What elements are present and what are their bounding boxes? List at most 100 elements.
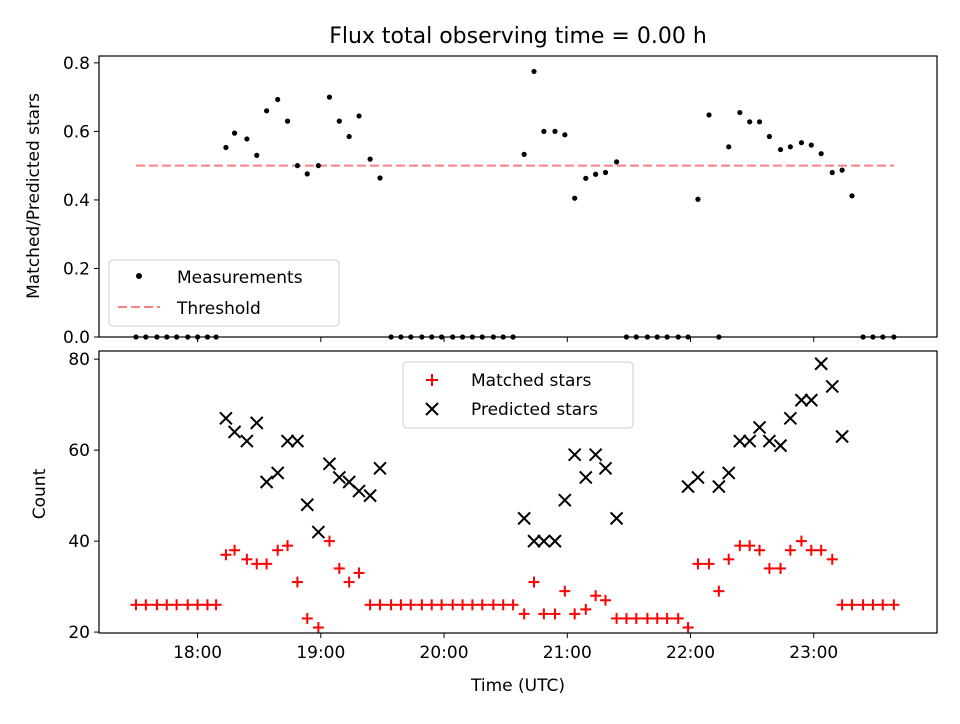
- chart-title: Flux total observing time = 0.00 h: [329, 24, 707, 49]
- matched-stars-point: [497, 599, 509, 611]
- measurement-point: [531, 68, 537, 75]
- matched-stars-point: [416, 599, 428, 611]
- measurement-point: [562, 132, 568, 138]
- matched-stars-point: [487, 599, 499, 611]
- measurement-point: [264, 108, 270, 114]
- top-plot-frame: [98, 55, 938, 338]
- matched-stars-point: [569, 608, 581, 620]
- x-tick-label: 20:00: [420, 643, 469, 663]
- predicted-stars-point: [259, 475, 274, 489]
- matched-stars-point: [436, 599, 448, 611]
- predicted-legend-marker: [425, 402, 439, 416]
- measurement-point: [583, 175, 589, 181]
- matched-stars-point: [426, 599, 438, 611]
- matched-stars-point: [518, 608, 530, 620]
- measurement-point: [602, 169, 609, 176]
- y-tick-label: 0.2: [63, 259, 90, 279]
- measurement-point: [367, 156, 373, 162]
- measurement-point: [756, 119, 763, 125]
- matched-stars-point: [161, 599, 173, 611]
- matched-stars-point: [784, 544, 796, 556]
- matched-stars-point: [805, 544, 817, 556]
- legend-predicted-label: Predicted stars: [471, 400, 598, 420]
- matched-stars-point: [261, 558, 273, 570]
- predicted-stars-point: [712, 479, 726, 494]
- measurement-point: [304, 171, 310, 177]
- predicted-stars-point: [752, 420, 767, 435]
- matched-stars-point: [312, 622, 324, 634]
- matched-stars-point: [713, 585, 725, 597]
- measurement-point: [294, 163, 301, 169]
- x-tick-label: 19:00: [296, 643, 345, 663]
- top-legend-box: [108, 259, 340, 327]
- count-panel: Count Time (UTC) 20 40 60 80 18:00 19:00 20:00…: [30, 350, 938, 696]
- ratio-panel: Flux total observing time = 0.00 h Match…: [24, 24, 938, 348]
- matched-stars-point: [171, 599, 183, 611]
- matched-stars-point: [447, 599, 459, 611]
- predicted-stars-point: [527, 534, 541, 548]
- bottom-y-axis-label: Count: [30, 468, 50, 519]
- matched-stars-point: [846, 599, 858, 611]
- matched-stars-point: [672, 612, 684, 624]
- matched-stars-point: [353, 567, 365, 579]
- matched-stars-point: [744, 540, 756, 552]
- y-tick-label: 60: [68, 441, 90, 461]
- matched-stars-point: [282, 540, 294, 552]
- matched-stars-point: [734, 540, 746, 552]
- predicted-stars-point: [290, 434, 305, 448]
- measurement-point: [244, 136, 250, 142]
- matched-stars-point: [661, 612, 673, 624]
- matched-stars-point: [507, 599, 519, 611]
- predicted-stars-point: [588, 447, 603, 462]
- matched-stars-point: [301, 612, 313, 624]
- predicted-stars-point: [352, 484, 366, 498]
- matched-stars-point: [140, 599, 152, 611]
- y-tick-label: 0.0: [63, 328, 90, 348]
- predicted-stars-point: [579, 470, 593, 485]
- predicted-stars-point: [783, 411, 798, 426]
- matched-stars-point: [130, 599, 142, 611]
- matched-stars-point: [549, 608, 561, 620]
- legend-matched-label: Matched stars: [471, 371, 591, 391]
- bottom-plot-frame: [98, 350, 938, 634]
- measurement-point: [326, 94, 333, 100]
- matched-stars-point: [323, 535, 335, 547]
- bottom-plot-marks: 20 40 60 80 18:00 19:00 20:00 21:00 22:00 23:00: [68, 350, 900, 663]
- matched-stars-point: [385, 599, 397, 611]
- predicted-stars-point: [598, 461, 613, 476]
- predicted-stars-point: [270, 466, 285, 480]
- matched-stars-point: [641, 612, 653, 624]
- matched-stars-point: [703, 558, 715, 570]
- measurement-point: [541, 128, 547, 134]
- matched-stars-point: [888, 599, 900, 611]
- matched-stars-point: [343, 576, 355, 588]
- top-plot-marks: 0.0 0.2 0.4 0.6 0.8: [63, 54, 897, 348]
- predicted-stars-point: [814, 357, 828, 371]
- measurement-point: [787, 144, 793, 150]
- matched-stars-point: [682, 622, 694, 634]
- legend-measurements-label: Measurements: [177, 268, 303, 288]
- predicted-stars-point: [250, 416, 264, 430]
- measurement-point: [777, 146, 784, 153]
- measurement-point: [275, 96, 281, 103]
- predicted-stars-point: [373, 461, 387, 476]
- predicted-stars-point: [794, 393, 809, 407]
- matched-stars-point: [364, 599, 376, 611]
- measurement-point: [377, 175, 383, 181]
- matched-stars-point: [457, 599, 469, 611]
- predicted-stars-point: [825, 379, 839, 394]
- measurement-point: [231, 130, 238, 136]
- predicted-stars-point: [567, 447, 582, 462]
- matched-stars-point: [630, 612, 642, 624]
- x-tick-label: 18:00: [173, 643, 222, 663]
- matched-stars-point: [538, 608, 550, 620]
- matched-stars-point: [857, 599, 869, 611]
- matched-stars-point: [374, 599, 386, 611]
- matched-stars-point: [826, 553, 838, 565]
- matched-stars-point: [580, 603, 592, 615]
- measurement-point: [593, 171, 599, 177]
- predicted-stars-point: [835, 429, 849, 444]
- measurement-point: [726, 144, 732, 150]
